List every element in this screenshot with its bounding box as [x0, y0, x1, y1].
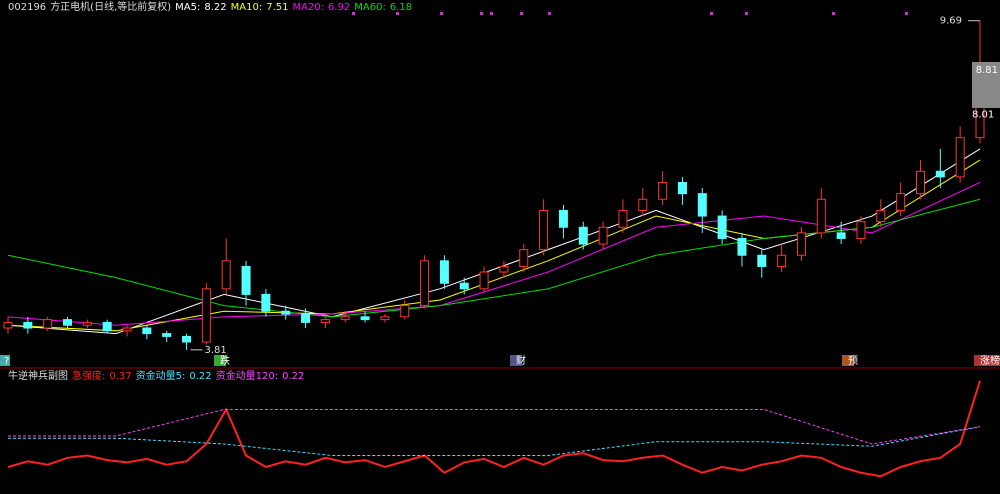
sub-header: 牛逆神兵副图 急强度: 0.37 资金动量5: 0.22 资金动量120: 0.22 — [8, 369, 304, 382]
header-part: 牛逆神兵副图 — [8, 369, 68, 382]
event-marker[interactable]: 预 — [848, 355, 858, 367]
candle-body — [241, 265, 251, 295]
sub-line — [8, 426, 981, 456]
candle-body — [856, 221, 866, 239]
candle-body — [558, 209, 568, 228]
candle-body — [836, 232, 846, 239]
header-part: MA20: — [292, 2, 324, 13]
candle-body — [915, 170, 925, 195]
candle-body — [439, 260, 449, 284]
candle-body — [717, 215, 727, 239]
header-part: 方正电机(日线,等比前复权) — [50, 0, 171, 13]
header-part: 6.92 — [328, 2, 350, 13]
header-part: 0.22 — [189, 371, 211, 382]
candle-body — [737, 237, 747, 256]
event-marker[interactable]: 涨榜 — [980, 354, 1000, 367]
event-marker[interactable]: ? — [4, 356, 9, 367]
candle-body — [658, 181, 668, 200]
event-marker-bg — [842, 355, 854, 366]
event-marker-bg — [974, 355, 1000, 366]
candle-body — [876, 209, 886, 223]
candle-body — [340, 316, 350, 321]
header: 002196 方正电机(日线,等比前复权) MA5: 8.22 MA10: 7.51 MA2… — [8, 0, 412, 13]
candle-body — [122, 327, 132, 332]
candle-body — [221, 260, 231, 290]
event-marker[interactable]: 跌 — [220, 354, 230, 367]
candle-body — [499, 265, 509, 273]
candle-body — [82, 321, 92, 326]
header-part: 资金动量120: — [216, 369, 278, 382]
header-part: 0.37 — [109, 371, 131, 382]
header-part: 8.22 — [204, 2, 226, 13]
candle-body — [777, 254, 787, 267]
candle-body — [102, 321, 112, 332]
candle-body — [796, 232, 806, 256]
candle-body — [816, 198, 826, 234]
event-marker-bg — [510, 355, 522, 366]
candle-body — [23, 321, 33, 329]
header-part: 资金动量5: — [136, 369, 186, 382]
candle-body — [935, 170, 945, 178]
candle-body — [162, 333, 172, 337]
header-part: MA60: — [354, 2, 386, 13]
candle-body — [618, 209, 628, 228]
header-part: 0.22 — [282, 371, 304, 382]
candle-body — [43, 319, 53, 329]
event-marker-bg — [0, 355, 10, 366]
candle-body — [598, 226, 608, 245]
candle-body — [201, 288, 211, 343]
candle-body — [63, 319, 73, 326]
header-part: 急强度: — [72, 369, 105, 382]
candle-body — [479, 271, 489, 290]
sub-line — [7, 380, 981, 478]
candle-body — [955, 137, 965, 178]
candle-body — [896, 193, 906, 211]
candle-body — [182, 335, 192, 343]
candle-body — [677, 181, 687, 195]
header-part: 7.51 — [266, 2, 288, 13]
candle-body — [420, 260, 430, 307]
candle-body — [400, 305, 410, 318]
candle-body — [360, 316, 370, 321]
header-part: 002196 — [8, 2, 46, 13]
price-label: 8.01 — [972, 110, 994, 121]
candle-body — [519, 249, 529, 267]
price-label: 8.81 — [976, 65, 998, 76]
candle-body — [261, 293, 271, 312]
candle-body — [320, 319, 330, 323]
header-part: MA5: — [175, 2, 200, 13]
candle-body — [281, 310, 291, 315]
event-marker[interactable]: 财 — [516, 354, 526, 367]
candle-body — [638, 198, 648, 211]
candle-body — [142, 327, 152, 335]
price-box — [972, 61, 1000, 108]
sub-line — [8, 409, 981, 445]
header-part: 6.18 — [390, 2, 412, 13]
candle-body — [380, 316, 390, 321]
candle-body — [459, 282, 469, 290]
candle-body — [301, 313, 311, 323]
price-label: 3.81 — [205, 345, 227, 356]
top-dots — [352, 12, 908, 15]
header-part: MA10: — [231, 2, 263, 13]
event-marker-bg — [214, 355, 226, 366]
candle-body — [757, 254, 767, 267]
candle-body — [3, 321, 13, 329]
candle-body — [697, 193, 707, 217]
candle-body — [539, 209, 549, 251]
candle-body — [578, 226, 588, 245]
price-label: 9.69 — [940, 16, 962, 27]
